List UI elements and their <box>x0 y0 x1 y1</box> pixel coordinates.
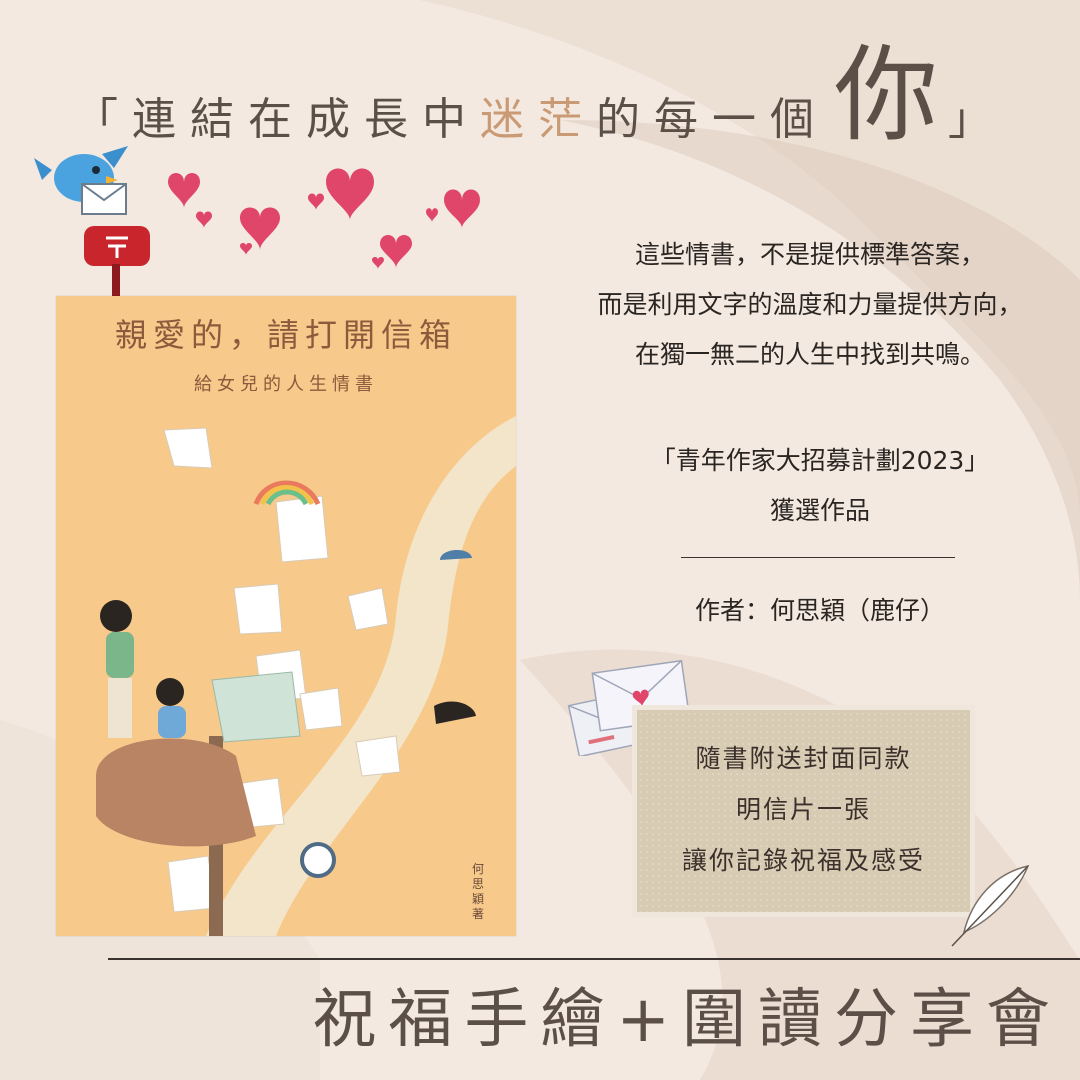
award-title: 「青年作家大招募計劃2023」 <box>650 446 990 475</box>
cover-subtitle: 給女兒的人生情書 <box>194 374 378 395</box>
bird-icon <box>34 146 128 215</box>
mailbox-icon <box>84 226 150 296</box>
description-line: 在獨一無二的人生中找到共鳴。 <box>634 340 985 369</box>
event-title: 祝福手繪+圍讀分享會 <box>312 983 1062 1057</box>
hearts-decoration <box>168 168 480 269</box>
award-subtitle: 獲選作品 <box>769 496 870 525</box>
headline-part1: 連結在成長中 <box>131 94 480 145</box>
cover-title: 親愛的，請打開信箱 <box>114 316 457 354</box>
headline-close-bracket: 」 <box>948 94 1006 145</box>
postcard-offer: 隨書附送封面同款 明信片一張 讓你記錄祝福及感受 <box>632 705 975 917</box>
divider <box>681 557 955 558</box>
headline-part2: 的每一個 <box>595 94 828 145</box>
description-line: 而是利用文字的溫度和力量提供方向， <box>597 290 1023 319</box>
headline: 「 連結在成長中 迷茫 的每一個 你 」 <box>0 30 1080 150</box>
postcard-line: 明信片一張 <box>735 795 871 824</box>
cover-illustration <box>96 416 516 936</box>
feather-icon <box>951 864 1030 947</box>
book-cover: 親愛的，請打開信箱 給女兒的人生情書 何思穎著 <box>56 296 516 936</box>
description-line: 這些情書，不是提供標準答案， <box>634 240 985 269</box>
cover-author: 何思穎著 <box>471 862 484 921</box>
postcard-line: 隨書附送封面同款 <box>695 744 912 773</box>
book-description: 這些情書，不是提供標準答案， 而是利用文字的溫度和力量提供方向， 在獨一無二的人… <box>550 230 1070 380</box>
headline-big-character: 你 <box>833 34 942 156</box>
award-note: 「青年作家大招募計劃2023」 獲選作品 <box>560 436 1080 536</box>
headline-accent: 迷茫 <box>479 94 596 145</box>
postcard-line: 讓你記錄祝福及感受 <box>681 846 925 875</box>
footer-divider <box>108 958 1080 960</box>
author-credit: 作者：何思穎（鹿仔） <box>694 596 945 625</box>
headline-open-bracket: 「 <box>73 94 132 145</box>
